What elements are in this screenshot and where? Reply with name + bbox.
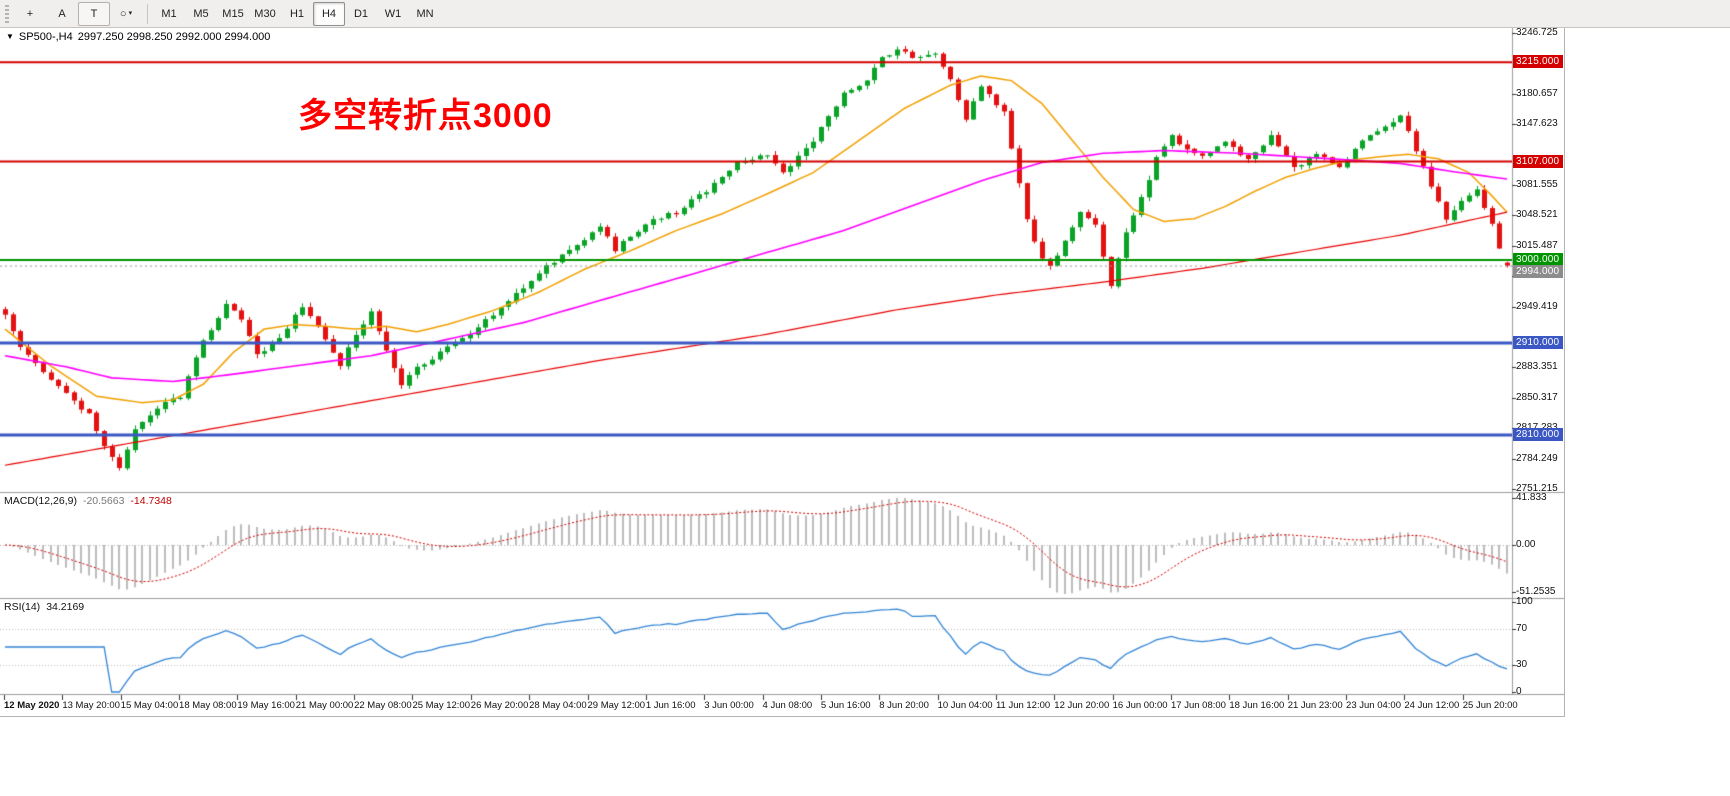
time-axis-label: 5 Jun 16:00 [820, 700, 871, 711]
rsi-scale-label: 70 [1516, 623, 1528, 634]
time-axis-label: 24 Jun 12:00 [1404, 700, 1460, 711]
time-axis-label: 1 Jun 16:00 [645, 700, 696, 711]
rsi-label: RSI(14) 34.2169 [4, 601, 84, 613]
time-axis-label: 22 May 08:00 [354, 700, 412, 711]
rsi-scale-label: 30 [1516, 659, 1528, 670]
time-axis-label: 15 May 04:00 [120, 700, 179, 711]
chart-area: ▼ SP500-,H4 2997.250 2998.250 2992.000 2… [0, 28, 1565, 717]
hline-price-badge: 3107.000 [1513, 154, 1563, 168]
symbol-title: ▼ SP500-,H4 2997.250 2998.250 2992.000 2… [6, 31, 270, 43]
rsi-value: 34.2169 [46, 601, 85, 613]
shapes-tool-button[interactable]: ○ ▾ [110, 2, 142, 26]
text-tool-button[interactable]: T [78, 1, 110, 26]
crosshair-tool-button[interactable]: + [14, 2, 46, 26]
price-tick-label: 2883.351 [1516, 361, 1558, 373]
macd-scale-label: 41.833 [1516, 492, 1547, 503]
ohlc-values: 2997.250 2998.250 2992.000 2994.000 [77, 31, 271, 43]
time-axis-label: 3 Jun 00:00 [704, 700, 754, 711]
timeframe-m30-button[interactable]: M30 [254, 7, 276, 20]
price-tick-label: 3246.725 [1516, 28, 1558, 38]
macd-label: MACD(12,26,9) -20.5663 -14.7348 [4, 495, 172, 507]
time-axis-label: 16 Jun 00:00 [1112, 700, 1168, 711]
timeframe-mn-button[interactable]: MN [416, 7, 434, 20]
price-tick-label: 2751.215 [1516, 483, 1558, 494]
price-tick-label: 3048.521 [1516, 209, 1558, 221]
hline-price-badge: 3215.000 [1513, 55, 1563, 69]
macd-signal-value: -14.7348 [130, 495, 172, 507]
price-tick-label: 3147.623 [1516, 118, 1558, 130]
dropdown-caret-icon: ▾ [128, 10, 133, 17]
symbol-name: SP500-,H4 [18, 31, 73, 43]
time-axis-label: 8 Jun 20:00 [879, 700, 929, 711]
price-tick-label: 2817.283 [1516, 422, 1558, 434]
timeframe-m15-button[interactable]: M15 [222, 7, 244, 20]
price-tick-label: 2784.249 [1516, 452, 1558, 464]
time-axis-label: 25 Jun 20:00 [1462, 700, 1518, 711]
macd-name: MACD(12,26,9) [4, 495, 77, 507]
rsi-scale-label: 100 [1516, 596, 1533, 607]
price-tick-label: 3081.555 [1516, 179, 1558, 190]
time-axis-label: 28 May 04:00 [529, 700, 587, 711]
line-studies-toolbar: + A T ○ ▾ [14, 1, 142, 26]
time-axis-label: 19 May 16:00 [237, 700, 295, 711]
time-axis-label: 10 Jun 04:00 [937, 700, 993, 711]
hline-price-badge: 3000.000 [1513, 253, 1563, 267]
price-tick-label: 2850.317 [1516, 391, 1558, 403]
timeframe-m1-button[interactable]: M1 [161, 7, 177, 20]
macd-main-value: -20.5663 [82, 495, 125, 507]
toolbar-separator [147, 3, 148, 24]
time-axis-label: 17 Jun 08:00 [1171, 700, 1226, 711]
time-axis-label: 18 Jun 16:00 [1229, 700, 1285, 711]
toolbar-drag-handle[interactable] [5, 4, 9, 23]
timeframes-toolbar: M1 M5 M15 M30 H1 H4 D1 W1 MN [153, 1, 441, 26]
time-axis-label: 21 May 00:00 [295, 700, 354, 711]
hline-price-badge: 2810.000 [1513, 427, 1563, 441]
toolbar: + A T ○ ▾ M1 M5 M15 M30 H1 H4 D1 W1 MN [0, 0, 1730, 28]
time-axis-label: 25 May 12:00 [412, 700, 471, 711]
time-axis-label: 18 May 08:00 [179, 700, 237, 711]
time-axis-label: 23 Jun 04:00 [1346, 700, 1401, 711]
last-price-badge: 2994.000 [1513, 264, 1563, 278]
chart-canvas[interactable] [0, 28, 1564, 716]
chart-caret-icon: ▼ [6, 32, 14, 41]
time-axis-label: 11 Jun 12:00 [995, 700, 1051, 711]
timeframe-w1-button[interactable]: W1 [384, 7, 402, 20]
price-tick-label: 3015.487 [1516, 239, 1558, 251]
time-axis-label: 26 May 20:00 [470, 700, 529, 711]
shapes-tool-icon: ○ [119, 7, 127, 20]
label-tool-icon: A [58, 7, 66, 20]
annotation-text[interactable]: 多空转折点3000 [298, 97, 553, 135]
timeframe-d1-button[interactable]: D1 [353, 7, 369, 20]
macd-scale-label: -51.2535 [1516, 586, 1556, 597]
rsi-scale-label: 0 [1516, 686, 1522, 697]
time-axis-label: 13 May 20:00 [62, 700, 120, 711]
price-tick-label: 2949.419 [1516, 300, 1558, 312]
timeframe-h4-button[interactable]: H4 [313, 1, 345, 26]
time-axis-label: 29 May 12:00 [587, 700, 646, 711]
label-tool-button[interactable]: A [46, 2, 78, 26]
time-axis-label: 21 Jun 23:00 [1287, 700, 1343, 711]
macd-scale-label: 0.00 [1516, 539, 1536, 550]
time-axis-label: 12 May 2020 [4, 700, 60, 711]
hline-price-badge: 2910.000 [1513, 335, 1563, 349]
text-tool-icon: T [90, 7, 98, 20]
timeframe-h1-button[interactable]: H1 [289, 7, 305, 20]
time-axis-label: 4 Jun 08:00 [762, 700, 813, 711]
time-axis-label: 12 Jun 20:00 [1054, 700, 1110, 711]
price-tick-label: 3180.657 [1516, 87, 1558, 99]
timeframe-m5-button[interactable]: M5 [193, 7, 209, 20]
crosshair-tool-icon: + [26, 7, 34, 20]
rsi-name: RSI(14) [4, 601, 41, 613]
